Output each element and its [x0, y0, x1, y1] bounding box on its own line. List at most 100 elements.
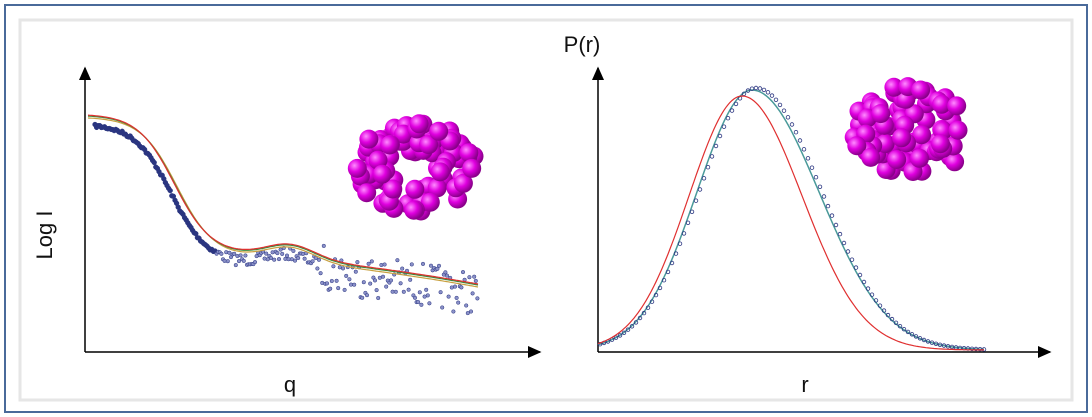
- bead: [948, 120, 968, 140]
- bead: [383, 179, 403, 199]
- data-point: [869, 292, 875, 297]
- data-point: [278, 247, 283, 252]
- data-point: [318, 271, 323, 276]
- data-point: [681, 231, 687, 236]
- right-panel: P(r) r: [564, 32, 1052, 397]
- bead: [453, 173, 473, 193]
- data-point: [280, 251, 285, 256]
- data-point: [227, 250, 232, 255]
- data-point: [633, 320, 639, 325]
- data-point: [913, 334, 919, 339]
- data-point: [649, 299, 655, 304]
- y-axis-label: Log I: [32, 211, 57, 260]
- data-point: [745, 88, 751, 93]
- data-point: [717, 133, 723, 139]
- bead: [884, 77, 904, 97]
- data-point: [236, 259, 242, 264]
- data-point: [785, 115, 791, 120]
- data-point: [825, 203, 831, 209]
- data-point: [393, 289, 398, 294]
- data-point: [837, 231, 843, 237]
- data-point: [721, 124, 727, 129]
- data-point: [613, 335, 619, 340]
- data-point: [268, 255, 274, 261]
- data-point: [460, 270, 466, 275]
- data-point: [328, 286, 333, 291]
- data-point: [468, 309, 474, 314]
- bead: [347, 158, 367, 178]
- bead-model: [347, 114, 484, 221]
- data-point: [440, 305, 445, 310]
- data-point: [372, 278, 378, 283]
- data-point: [388, 278, 394, 283]
- data-point: [909, 332, 915, 337]
- bead: [892, 128, 912, 148]
- data-point: [465, 311, 470, 316]
- data-point: [409, 262, 414, 267]
- data-point: [416, 300, 421, 305]
- data-point: [789, 122, 795, 127]
- data-point: [753, 85, 759, 91]
- data-point: [456, 300, 461, 305]
- bead: [419, 135, 439, 155]
- data-point: [151, 159, 157, 166]
- data-point: [296, 255, 301, 261]
- data-point: [342, 287, 347, 292]
- data-point: [817, 184, 823, 189]
- data-point: [400, 266, 405, 271]
- data-point: [380, 274, 386, 279]
- data-point: [905, 329, 911, 335]
- data-point: [331, 264, 336, 269]
- data-point: [443, 270, 448, 275]
- bead: [930, 134, 950, 154]
- data-point: [472, 274, 477, 279]
- data-point: [969, 346, 975, 351]
- data-point: [677, 241, 683, 246]
- fit-curves: [87, 114, 479, 288]
- bead: [910, 148, 929, 168]
- data-point: [424, 287, 429, 292]
- left-panel: Log I q: [32, 66, 542, 397]
- bead: [861, 147, 881, 167]
- data-point: [321, 243, 326, 248]
- data-point: [821, 194, 827, 199]
- data-point: [454, 295, 459, 300]
- data-point: [937, 342, 943, 347]
- data-point: [428, 263, 434, 268]
- data-point: [291, 248, 296, 253]
- data-point: [401, 289, 406, 294]
- data-point: [219, 251, 224, 256]
- data-point: [617, 333, 623, 338]
- data-point: [395, 258, 400, 263]
- data-point: [657, 285, 663, 291]
- data-point: [881, 308, 887, 313]
- data-point: [436, 263, 442, 268]
- data-point: [167, 187, 173, 194]
- data-point: [334, 278, 339, 283]
- data-point: [757, 86, 763, 91]
- data-point: [893, 320, 899, 325]
- data-point: [452, 284, 458, 289]
- data-point: [352, 282, 357, 287]
- data-point: [360, 295, 365, 300]
- data-point: [653, 292, 659, 298]
- data-point: [276, 257, 282, 262]
- data-point: [973, 346, 979, 352]
- data-point: [398, 281, 403, 286]
- data-point: [921, 337, 927, 343]
- data-point: [769, 93, 775, 98]
- data-point: [833, 222, 839, 228]
- data-point: [364, 293, 370, 298]
- data-point: [420, 261, 426, 266]
- data-point: [315, 266, 320, 271]
- bead: [911, 80, 931, 100]
- data-point: [637, 315, 643, 321]
- data-point: [933, 341, 939, 346]
- data-point: [438, 290, 443, 295]
- data-point: [241, 258, 246, 263]
- bead: [429, 121, 449, 141]
- data-point: [336, 286, 341, 291]
- data-point: [621, 330, 627, 335]
- data-point: [292, 258, 298, 263]
